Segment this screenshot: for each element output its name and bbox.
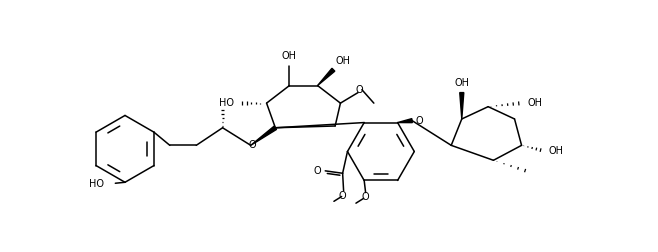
Text: O: O bbox=[314, 166, 321, 176]
Text: O: O bbox=[339, 191, 347, 201]
Text: HO: HO bbox=[219, 98, 234, 108]
Text: OH: OH bbox=[336, 56, 351, 66]
Polygon shape bbox=[318, 68, 335, 85]
Text: HO: HO bbox=[89, 179, 104, 189]
Text: OH: OH bbox=[527, 98, 542, 108]
Text: OH: OH bbox=[549, 146, 563, 156]
Polygon shape bbox=[460, 92, 464, 119]
Text: O: O bbox=[415, 116, 423, 126]
Polygon shape bbox=[397, 119, 413, 123]
Polygon shape bbox=[251, 126, 276, 145]
Text: O: O bbox=[249, 140, 257, 150]
Text: O: O bbox=[361, 192, 369, 202]
Text: OH: OH bbox=[282, 51, 297, 61]
Text: OH: OH bbox=[454, 78, 469, 88]
Text: O: O bbox=[355, 85, 363, 95]
